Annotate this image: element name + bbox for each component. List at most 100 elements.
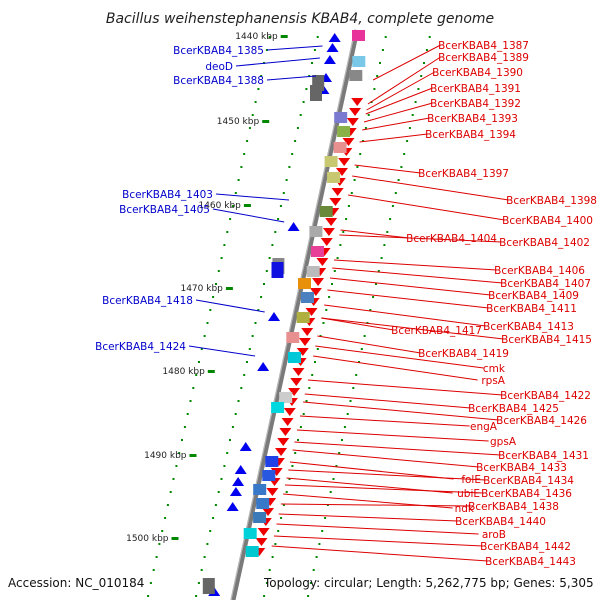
track-dot xyxy=(315,556,318,558)
right-label-connector xyxy=(271,545,488,562)
reverse-gene-arrow xyxy=(257,528,270,536)
right-gene-label: BcerKBAB4_1404 xyxy=(406,233,497,245)
gene-block xyxy=(337,126,351,137)
gene-block xyxy=(319,206,333,217)
right-gene-label: BcerKBAB4_1425 xyxy=(468,403,559,415)
reverse-gene-arrow xyxy=(290,378,303,386)
track-dot xyxy=(372,296,375,298)
tick-label: 1450 kbp xyxy=(217,117,260,127)
genome-backbone xyxy=(230,29,360,600)
tick-mark xyxy=(207,370,215,373)
forward-gene-arrow xyxy=(328,33,341,42)
track-dot xyxy=(271,556,274,558)
track-dot xyxy=(214,504,217,506)
gene-block xyxy=(271,402,285,413)
track-dot xyxy=(411,114,414,116)
track-dot xyxy=(226,452,229,454)
track-dot xyxy=(341,439,343,441)
tick-label: 1480 kbp xyxy=(162,367,205,377)
track-dot xyxy=(333,270,336,272)
right-label-connector xyxy=(304,393,471,409)
track-dot xyxy=(217,270,220,272)
track-dot xyxy=(428,36,431,38)
right-label-connector xyxy=(317,335,421,354)
right-gene-label: BcerKBAB4_1397 xyxy=(418,168,509,180)
left-label-connector xyxy=(195,299,265,313)
track-dot xyxy=(397,179,400,181)
track-dot xyxy=(271,244,274,246)
track-dot xyxy=(226,231,229,233)
track-dot xyxy=(265,49,268,51)
right-gene-label: rpsA xyxy=(481,375,505,387)
gene-block xyxy=(245,546,259,557)
forward-gene-arrow xyxy=(323,55,336,64)
track-dot xyxy=(279,205,282,207)
tick-mark xyxy=(189,454,197,457)
track-dot xyxy=(356,166,359,168)
left-gene-label: BcerKBAB4_1388 xyxy=(173,75,264,87)
right-gene-label: BcerKBAB4_1431 xyxy=(498,450,589,462)
track-dot xyxy=(195,595,198,597)
gene-features xyxy=(202,30,366,596)
track-dot xyxy=(294,140,297,142)
right-gene-label: BcerKBAB4_1426 xyxy=(496,415,587,427)
track-dot xyxy=(343,426,346,428)
right-gene-label: BcerKBAB4_1407 xyxy=(500,278,591,290)
forward-gene-arrow xyxy=(226,502,239,511)
reverse-gene-arrow xyxy=(298,338,311,346)
track-dot xyxy=(243,153,246,155)
track-dot xyxy=(200,569,203,571)
reverse-gene-arrow xyxy=(316,258,329,266)
track-dot xyxy=(406,140,409,142)
gene-block xyxy=(309,226,323,237)
left-label-connector xyxy=(215,193,290,201)
left-gene-label: BcerKBAB4_1385 xyxy=(173,45,264,57)
right-gene-label: BcerKBAB4_1434 xyxy=(483,475,574,487)
gene-block xyxy=(288,352,301,363)
gene-block xyxy=(306,266,320,277)
track-dot xyxy=(335,465,338,467)
reverse-gene-arrow xyxy=(305,308,318,316)
right-label-connector xyxy=(299,415,470,427)
track-dot xyxy=(408,127,411,129)
track-dot xyxy=(263,595,266,597)
track-dot xyxy=(223,465,226,467)
gene-block xyxy=(271,262,284,278)
track-dot xyxy=(209,530,212,532)
right-gene-label: BcerKBAB4_1415 xyxy=(501,334,592,346)
forward-gene-arrow xyxy=(326,43,339,52)
tick-mark xyxy=(225,287,233,290)
right-label-connector xyxy=(365,87,433,115)
gene-block xyxy=(324,156,338,167)
summary-text: Topology: circular; Length: 5,262,775 bp… xyxy=(263,576,594,590)
track-dot xyxy=(257,88,260,90)
track-dot xyxy=(172,478,175,480)
track-dot xyxy=(200,348,203,350)
right-label-connector xyxy=(367,56,441,105)
forward-gene-arrow xyxy=(287,222,300,231)
gene-block xyxy=(333,142,347,153)
track-dot xyxy=(263,283,265,285)
track-dot xyxy=(403,153,406,155)
reverse-gene-arrow xyxy=(322,228,335,236)
track-dot xyxy=(206,543,209,545)
track-dot xyxy=(381,49,384,51)
track-dot xyxy=(254,101,257,103)
track-dot xyxy=(386,231,389,233)
track-dot xyxy=(268,569,271,571)
track-dot xyxy=(282,504,285,506)
track-dot xyxy=(183,426,186,428)
gene-block xyxy=(334,112,348,123)
track-dot xyxy=(209,309,212,311)
reverse-gene-arrow xyxy=(279,428,292,436)
track-dot xyxy=(169,491,172,493)
right-gene-label: BcerKBAB4_1409 xyxy=(488,290,579,302)
forward-gene-arrow xyxy=(229,487,242,496)
track-dot xyxy=(305,400,308,402)
right-gene-label: BcerKBAB4_1400 xyxy=(502,215,593,227)
track-dot xyxy=(425,49,428,51)
track-dot xyxy=(217,491,220,493)
track-dot xyxy=(362,140,365,142)
gene-block xyxy=(253,512,267,523)
reverse-gene-arrow xyxy=(346,118,359,126)
